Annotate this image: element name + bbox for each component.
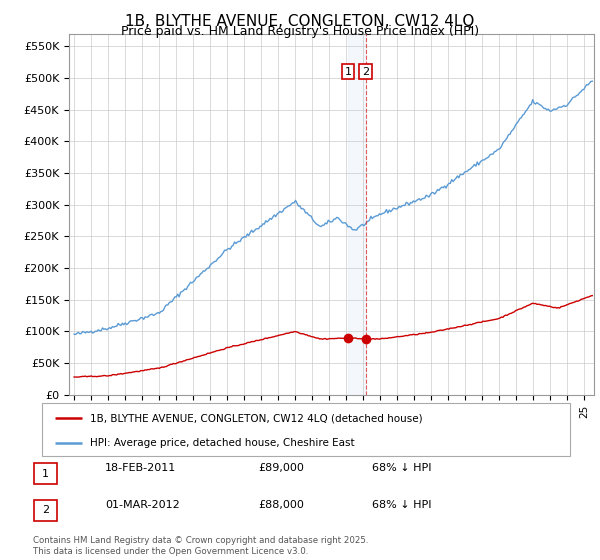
Text: Contains HM Land Registry data © Crown copyright and database right 2025.
This d: Contains HM Land Registry data © Crown c… — [33, 536, 368, 556]
Text: £89,000: £89,000 — [258, 463, 304, 473]
Text: 2: 2 — [42, 505, 49, 515]
Text: Price paid vs. HM Land Registry's House Price Index (HPI): Price paid vs. HM Land Registry's House … — [121, 25, 479, 38]
Text: 1B, BLYTHE AVENUE, CONGLETON, CW12 4LQ: 1B, BLYTHE AVENUE, CONGLETON, CW12 4LQ — [125, 14, 475, 29]
Text: HPI: Average price, detached house, Cheshire East: HPI: Average price, detached house, Ches… — [89, 438, 354, 448]
Text: 1: 1 — [344, 67, 352, 77]
Bar — [348, 34, 366, 395]
Text: 1: 1 — [42, 469, 49, 479]
Text: 2: 2 — [362, 67, 370, 77]
Text: 68% ↓ HPI: 68% ↓ HPI — [372, 500, 431, 510]
Text: 68% ↓ HPI: 68% ↓ HPI — [372, 463, 431, 473]
Text: 1B, BLYTHE AVENUE, CONGLETON, CW12 4LQ (detached house): 1B, BLYTHE AVENUE, CONGLETON, CW12 4LQ (… — [89, 413, 422, 423]
Text: 18-FEB-2011: 18-FEB-2011 — [105, 463, 176, 473]
Text: £88,000: £88,000 — [258, 500, 304, 510]
Text: 01-MAR-2012: 01-MAR-2012 — [105, 500, 180, 510]
